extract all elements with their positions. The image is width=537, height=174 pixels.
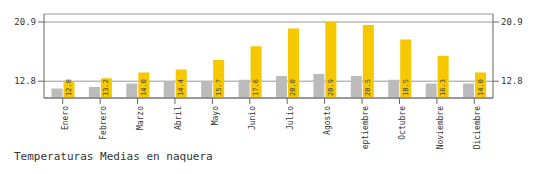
html-text:Temperaturas Medias en naquera: Temperaturas Medias en naquera — [14, 150, 213, 163]
svg-text:Agosto: Agosto — [323, 106, 332, 135]
svg-text:Junio: Junio — [248, 106, 257, 130]
svg-text:13.2: 13.2 — [102, 79, 110, 96]
svg-text:Febrero: Febrero — [99, 106, 108, 140]
svg-text:20.9: 20.9 — [327, 79, 335, 96]
svg-text:14.0: 14.0 — [140, 79, 148, 96]
svg-text:Abril: Abril — [174, 106, 183, 130]
svg-text:16.3: 16.3 — [439, 79, 447, 96]
svg-text:Marzo: Marzo — [136, 106, 145, 130]
svg-text:Septiembre: Septiembre — [361, 106, 370, 150]
svg-text:17.6: 17.6 — [252, 79, 260, 96]
svg-text:Enero: Enero — [61, 106, 70, 130]
svg-text:14.0: 14.0 — [477, 79, 485, 96]
svg-text:20.5: 20.5 — [364, 79, 372, 96]
svg-text:12.8: 12.8 — [501, 76, 523, 86]
svg-text:20.9: 20.9 — [501, 17, 523, 27]
svg-text:20.9: 20.9 — [14, 17, 36, 27]
svg-text:Noviembre: Noviembre — [436, 106, 445, 150]
svg-text:15.7: 15.7 — [215, 79, 223, 96]
svg-text:Diciembre: Diciembre — [473, 106, 482, 150]
svg-text:18.5: 18.5 — [402, 79, 410, 96]
svg-text:20.0: 20.0 — [289, 79, 297, 96]
svg-text:Mayo: Mayo — [211, 106, 220, 125]
svg-text:Octubre: Octubre — [398, 106, 407, 140]
svg-text:14.4: 14.4 — [177, 79, 185, 96]
svg-text:12.8: 12.8 — [65, 79, 73, 96]
svg-text:12.8: 12.8 — [14, 76, 36, 86]
svg-text:Julio: Julio — [286, 106, 295, 130]
